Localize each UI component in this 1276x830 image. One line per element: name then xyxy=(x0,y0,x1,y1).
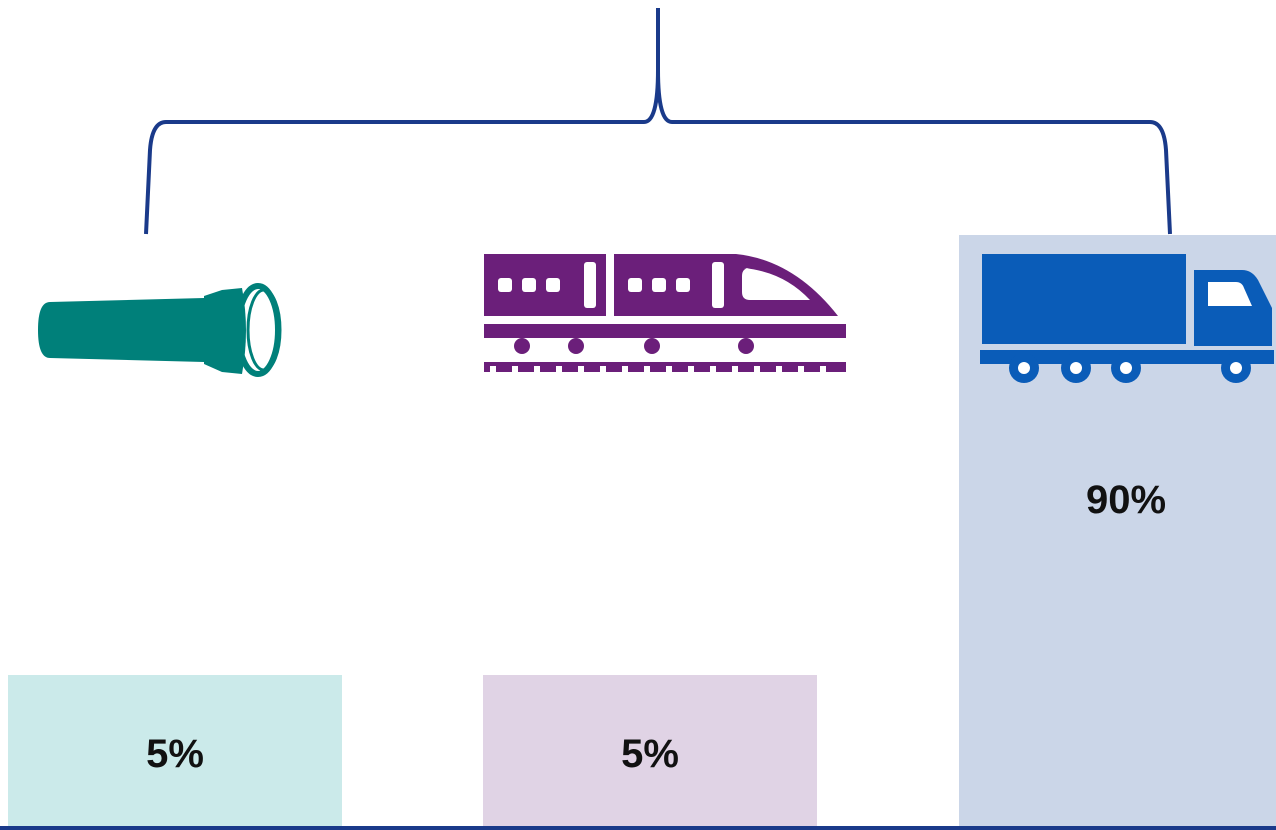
bar-value-label: 90% xyxy=(1085,478,1167,522)
x-axis-baseline xyxy=(0,826,1276,830)
bar-value-label: 5% xyxy=(146,732,204,776)
bar-pipeline: 5% xyxy=(8,675,342,826)
train-icon xyxy=(484,254,846,372)
truck-icon xyxy=(980,254,1274,383)
bar-rail: 5% xyxy=(483,675,817,826)
bar-value-label: 5% xyxy=(621,732,679,776)
pipe-icon xyxy=(38,283,282,377)
